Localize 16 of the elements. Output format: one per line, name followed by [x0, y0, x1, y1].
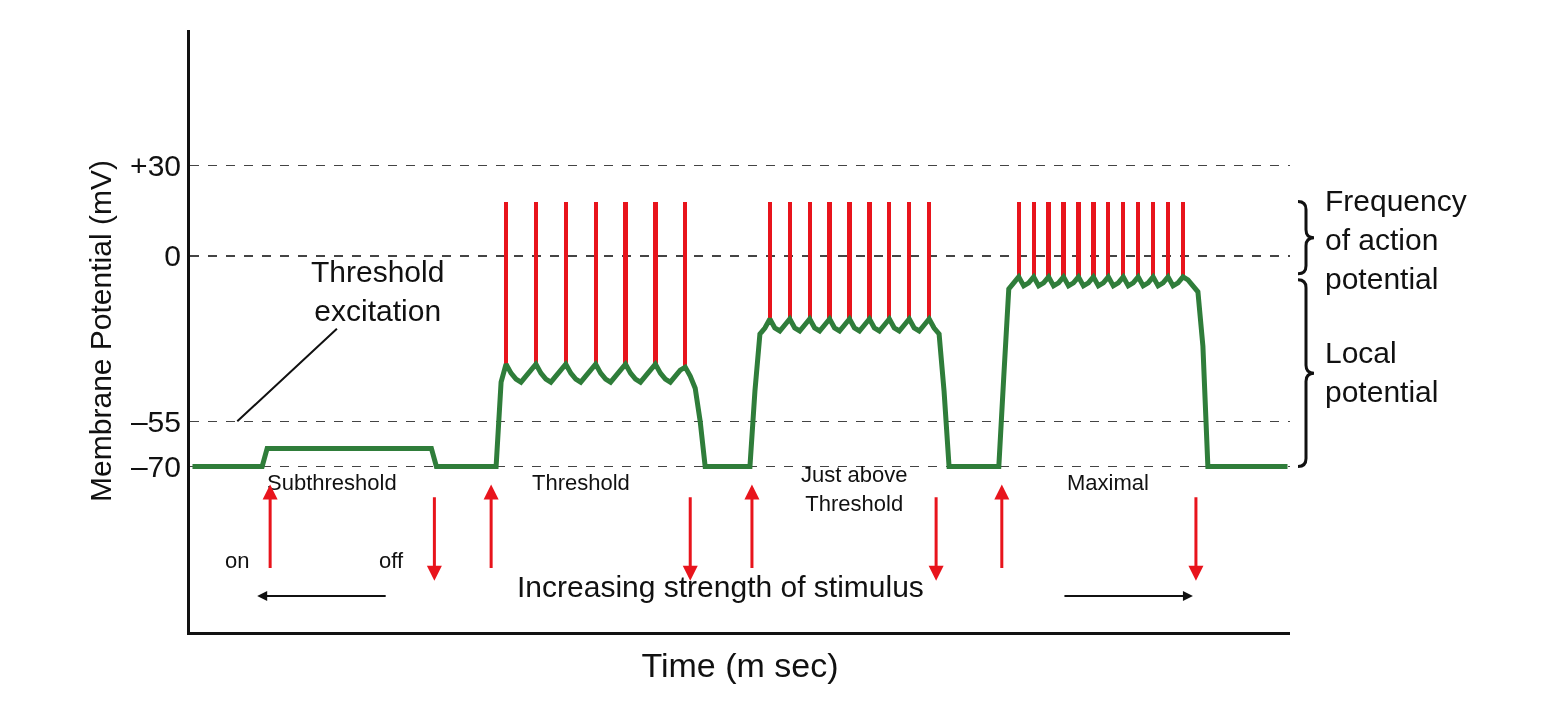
- annotation: Threshold: [532, 470, 630, 495]
- y-tick-label: +30: [130, 148, 181, 182]
- annotation: Subthreshold: [267, 470, 397, 495]
- text: Frequency of action potential: [1325, 184, 1467, 295]
- text: Local potential: [1325, 336, 1439, 408]
- y-axis-title: Membrane Potential (mV): [84, 160, 118, 502]
- annotation: off: [379, 548, 404, 573]
- annotation: Increasing strength of stimulus: [517, 570, 924, 603]
- y-tick-label: –55: [130, 404, 181, 438]
- annotation: on: [225, 548, 250, 573]
- x-axis-title: Time (m sec): [641, 646, 839, 685]
- annotation: Just above Threshold: [801, 462, 908, 516]
- annotation: Maximal: [1067, 470, 1149, 495]
- y-tick-label: –70: [130, 449, 181, 483]
- y-tick-label: 0: [164, 239, 181, 273]
- annotation: Threshold excitation: [311, 255, 445, 327]
